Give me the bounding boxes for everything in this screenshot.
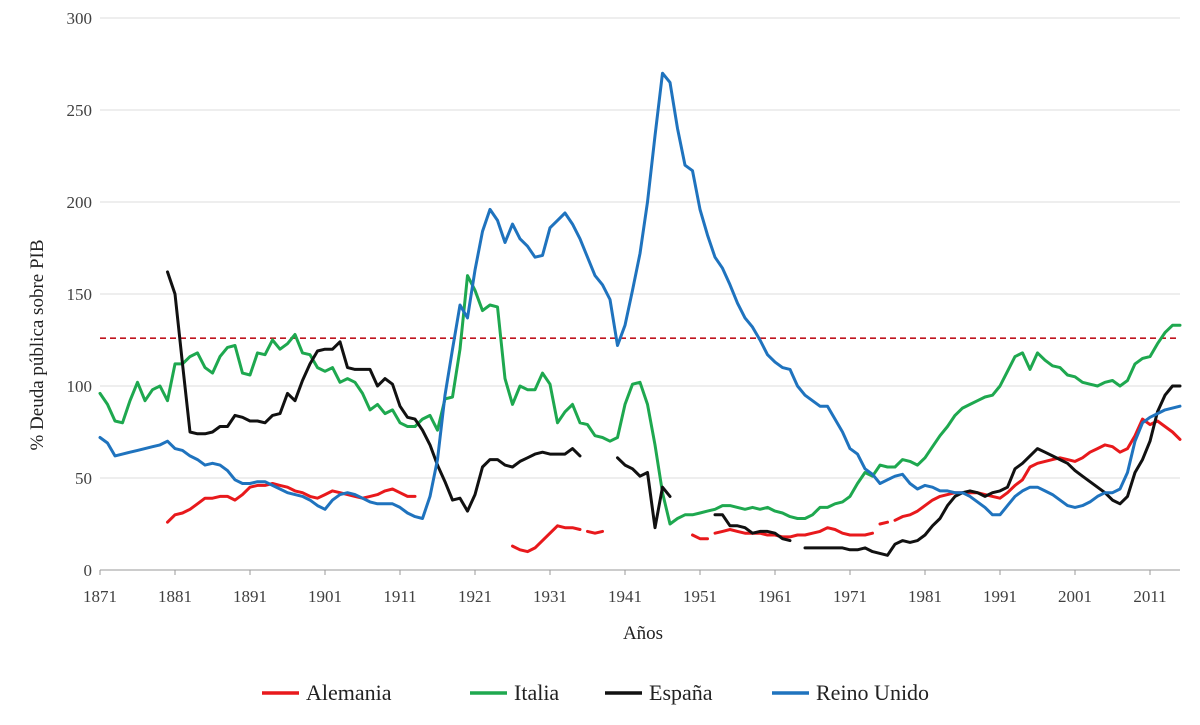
series-0 [166,417,1182,554]
x-tick-2001: 2001 [1058,587,1092,606]
x-axis-title: Años [623,623,663,644]
x-tick-1921: 1921 [458,587,492,606]
series-2 [166,270,1182,557]
series-lines [98,71,1182,557]
y-tick-labels: 0 50 100 150 200 250 300 [67,9,93,580]
series-0-segment-3 [691,533,709,541]
series-0-segment-6 [893,417,1182,522]
x-tick-1991: 1991 [983,587,1017,606]
x-tick-1951: 1951 [683,587,717,606]
legend: Alemania Italia España Reino Unido [262,680,929,705]
legend-label-1: Italia [514,680,559,705]
x-tick-1971: 1971 [833,587,867,606]
series-3 [98,71,1182,520]
legend-label-2: España [649,680,713,705]
x-tick-1901: 1901 [308,587,342,606]
x-tick-1871: 1871 [83,587,117,606]
x-tick-1881: 1881 [158,587,192,606]
x-tick-1931: 1931 [533,587,567,606]
series-0-segment-0 [166,482,417,524]
y-tick-50: 50 [75,469,92,488]
y-tick-200: 200 [67,193,93,212]
series-2-segment-0 [166,270,582,513]
y-axis-title: % Deuda pública sobre PIB [27,239,48,450]
x-tick-1891: 1891 [233,587,267,606]
y-tick-300: 300 [67,9,93,28]
x-tick-labels: 1871 1881 1891 1901 1911 1921 1931 1941 1951 1961… [83,570,1167,606]
series-2-segment-3 [803,384,1182,557]
gridlines [100,17,1180,479]
x-tick-2011: 2011 [1133,587,1166,606]
x-tick-1911: 1911 [383,587,416,606]
series-0-segment-1 [511,524,582,554]
y-tick-100: 100 [67,377,93,396]
legend-label-3: Reino Unido [816,680,929,705]
series-1-segment-0 [98,274,1182,526]
y-tick-250: 250 [67,101,93,120]
series-2-segment-1 [616,456,672,530]
series-0-segment-5 [878,520,889,526]
series-0-segment-4 [713,526,874,539]
x-tick-1981: 1981 [908,587,942,606]
series-1 [98,274,1182,526]
legend-label-0: Alemania [306,680,392,705]
series-0-segment-2 [586,529,604,535]
y-tick-150: 150 [67,285,93,304]
series-3-segment-0 [98,71,1182,520]
x-tick-1941: 1941 [608,587,642,606]
series-2-segment-2 [713,513,792,543]
x-tick-1961: 1961 [758,587,792,606]
y-tick-0: 0 [84,561,93,580]
